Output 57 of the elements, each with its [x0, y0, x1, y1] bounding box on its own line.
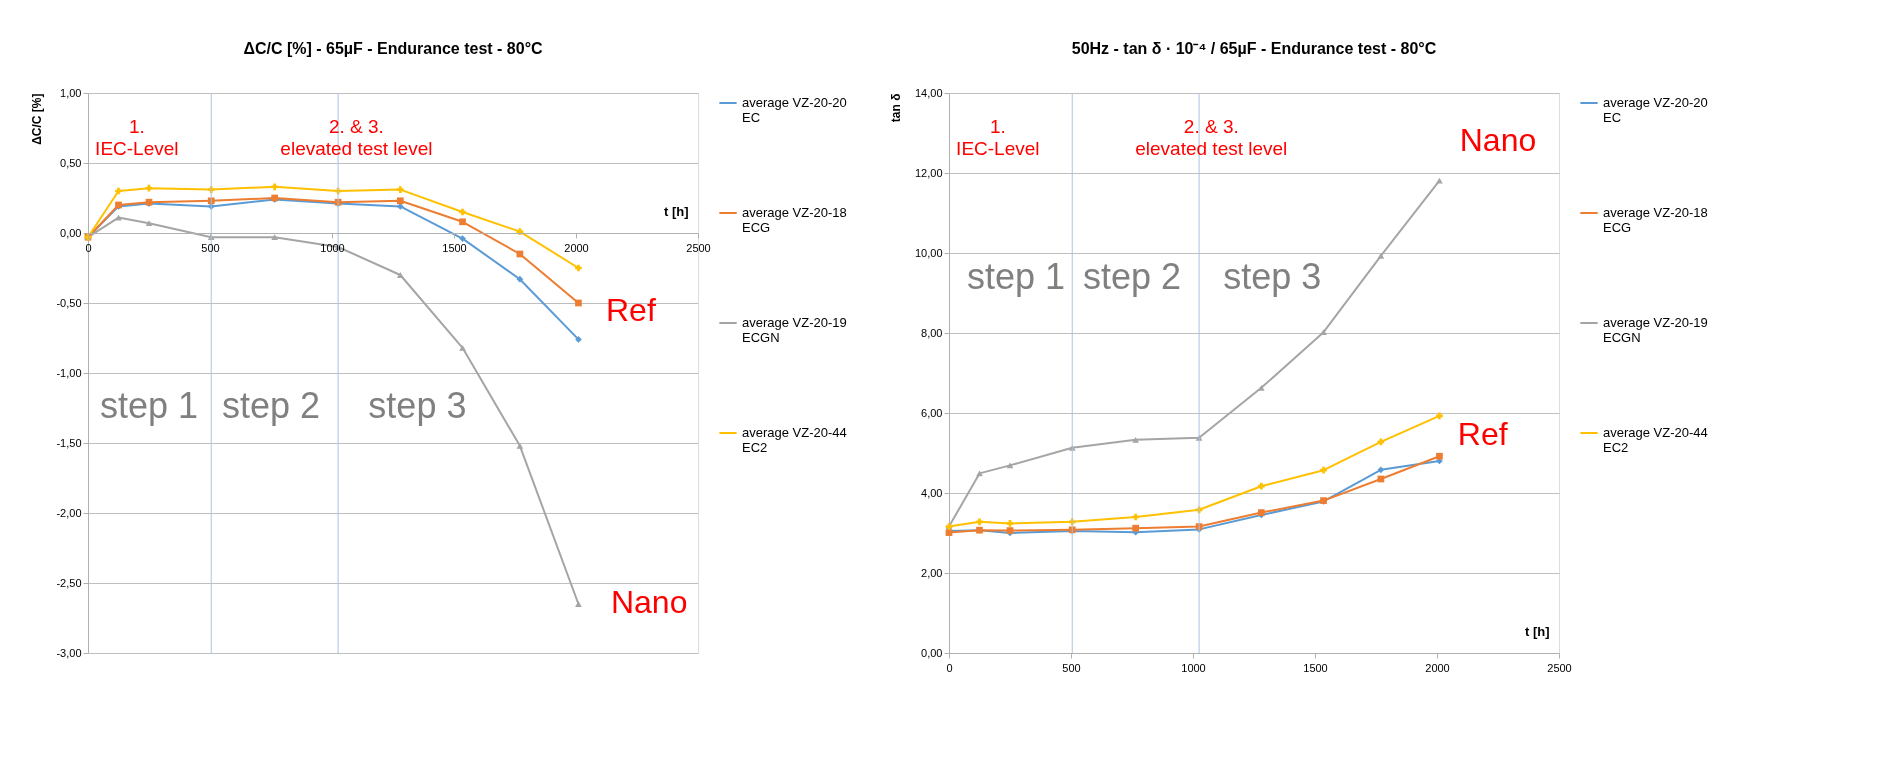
y-tick-label: 10,00	[914, 246, 943, 259]
y-tick-label: -1,00	[56, 366, 82, 379]
x-tick-label: 2000	[1425, 661, 1450, 674]
legend-label: average VZ-20-19 ECGN	[1603, 315, 1708, 345]
x-tick-label: 500	[201, 241, 220, 254]
annotation: Ref	[1457, 415, 1508, 452]
y-tick-label: -3,00	[56, 646, 82, 659]
annotation: 1. IEC-Level	[95, 115, 179, 160]
chart-title: 50Hz - tan δ · 10⁻⁴ / 65µF - Endurance test - 80°C	[1071, 40, 1437, 57]
legend-label: average VZ-20-44 EC2	[1603, 425, 1708, 455]
x-tick-label: 2000	[564, 241, 589, 254]
x-axis-title: t [h]	[663, 203, 689, 219]
y-tick-label: 4,00	[921, 486, 943, 499]
x-tick-label: 2500	[686, 241, 711, 254]
legend-label: average VZ-20-44 EC2	[742, 425, 847, 455]
annotation: step 1	[99, 384, 199, 426]
annotation: 2. & 3. elevated test level	[1135, 115, 1288, 160]
x-tick-label: 1500	[442, 241, 467, 254]
x-tick-label: 1000	[1181, 661, 1206, 674]
y-axis-title: ΔC/C [%]	[30, 93, 45, 145]
legend-label: average VZ-20-20 EC	[1603, 95, 1708, 125]
legend-label: average VZ-20-18 ECG	[1603, 205, 1708, 235]
x-tick-label: 500	[1062, 661, 1081, 674]
y-tick-label: 8,00	[921, 326, 943, 339]
annotation: 1. IEC-Level	[956, 115, 1040, 160]
y-axis-title: tan δ	[888, 93, 903, 123]
y-tick-label: 0,50	[60, 156, 82, 169]
y-tick-label: -1,50	[56, 436, 82, 449]
y-tick-label: 0,00	[921, 646, 943, 659]
x-tick-label: 0	[946, 661, 953, 674]
chart-title: ΔC/C [%] - 65µF - Endurance test - 80°C	[243, 40, 544, 57]
x-tick-label: 0	[85, 241, 92, 254]
legend-label: average VZ-20-19 ECGN	[742, 315, 847, 345]
annotation: Nano	[1459, 121, 1537, 158]
y-tick-label: 1,00	[60, 86, 82, 99]
annotation: Nano	[610, 583, 688, 620]
x-axis-title: t [h]	[1524, 623, 1550, 639]
y-tick-label: 6,00	[921, 406, 943, 419]
annotation: 2. & 3. elevated test level	[280, 115, 433, 160]
y-tick-label: -2,00	[56, 506, 82, 519]
annotation: step 2	[1082, 255, 1182, 297]
annotation: Ref	[606, 292, 656, 329]
y-tick-label: -2,50	[56, 576, 82, 589]
y-tick-label: 2,00	[921, 566, 943, 579]
x-tick-label: 2500	[1547, 661, 1572, 674]
legend-label: average VZ-20-20 EC	[742, 95, 847, 125]
y-tick-label: 0,00	[60, 226, 82, 239]
annotation: step 3	[1223, 255, 1322, 297]
annotation: step 3	[368, 384, 467, 426]
x-tick-label: 1500	[1303, 661, 1328, 674]
legend-label: average VZ-20-18 ECG	[742, 205, 847, 235]
x-tick-label: 1000	[320, 241, 345, 254]
y-tick-label: -0,50	[56, 296, 82, 309]
y-tick-label: 14,00	[914, 86, 943, 99]
annotation: step 1	[967, 255, 1066, 297]
y-tick-label: 12,00	[914, 166, 943, 179]
annotation: step 2	[221, 384, 321, 426]
